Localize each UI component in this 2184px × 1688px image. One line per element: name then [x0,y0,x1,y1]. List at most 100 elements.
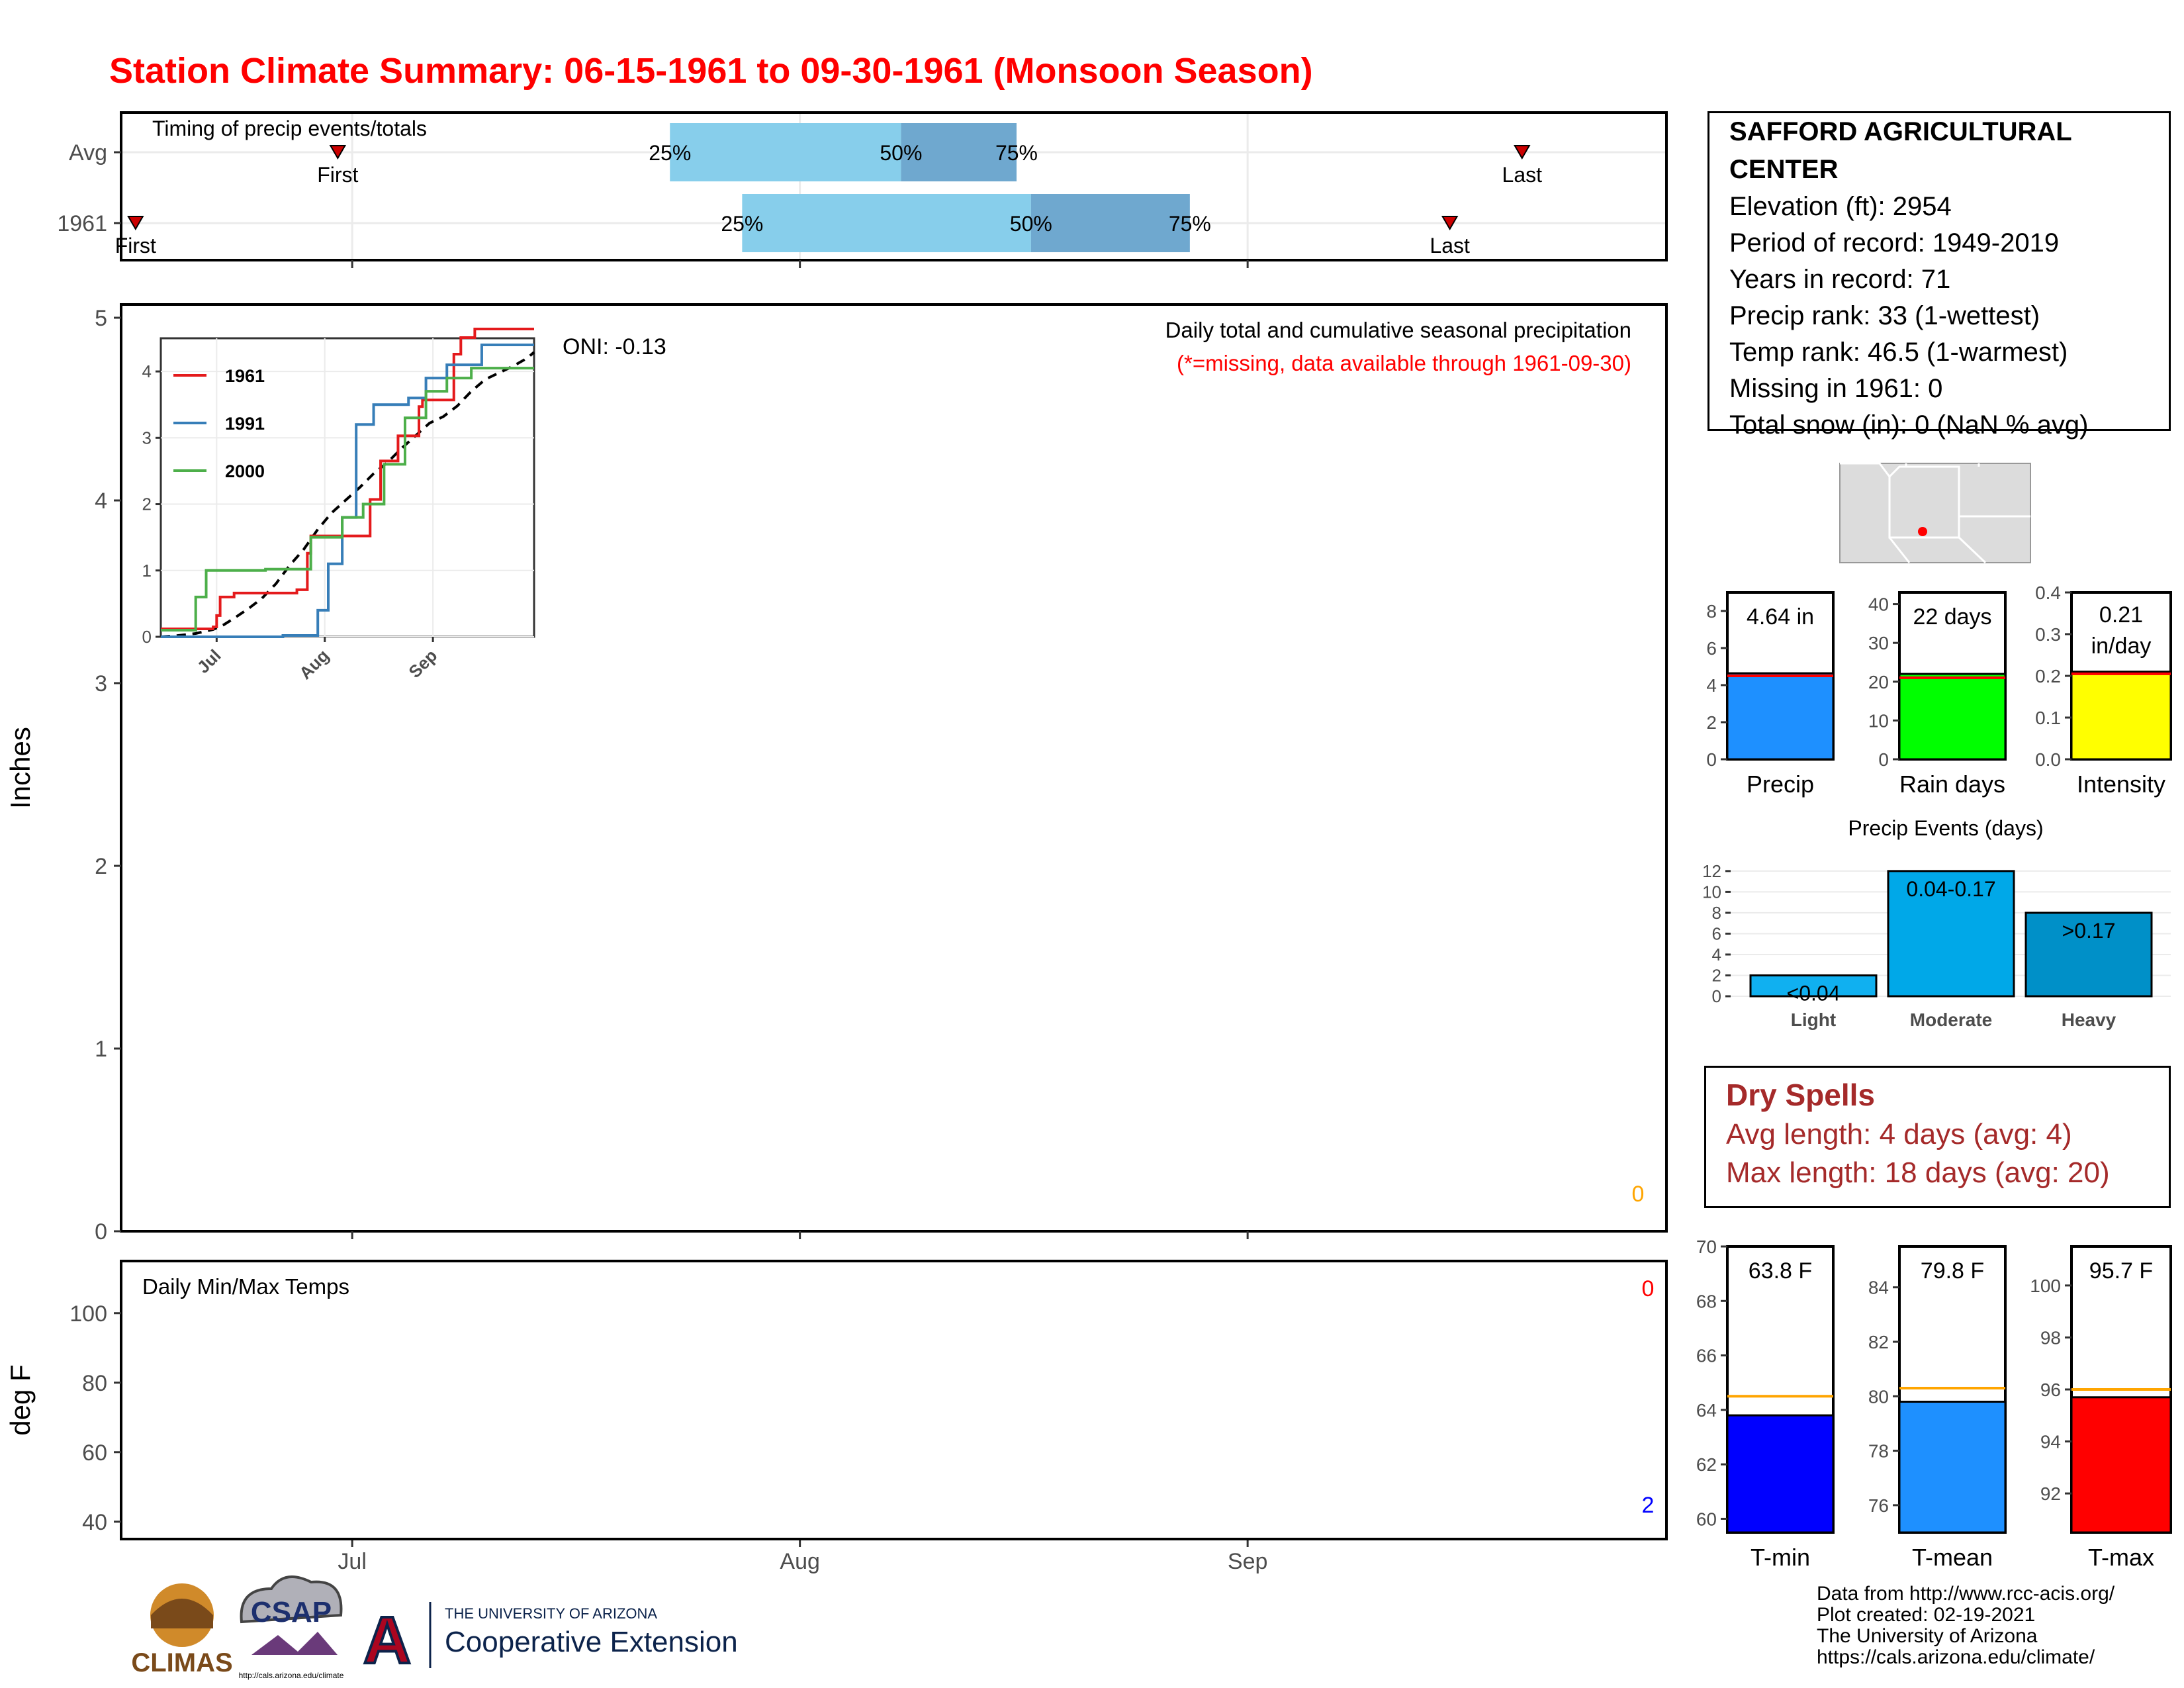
timing-panel: 25% 50% 75% First Last Avg 25% 50% 75% First Last 1… [57,111,1668,261]
tavg_mean-y-tick-label: 76 [1868,1495,1889,1516]
precip_total-bar [1726,672,1835,761]
inset-legend-label: 2000 [225,461,265,481]
timing-last-marker [1514,145,1531,160]
tavg_mean-y-tick-label: 78 [1868,1441,1889,1462]
ua-block-a-icon: A [363,1603,411,1677]
credit-plot-created: Plot created: 02-19-2021 [1817,1604,2036,1626]
precip_total-y-tick-label: 2 [1706,712,1717,733]
events-bar-label: 0.04-0.17 [1906,877,1995,901]
station-temp-rank: Temp rank: 46.5 (1-warmest) [1729,338,2068,367]
station-precip-rank: Precip rank: 33 (1-wettest) [1729,301,2040,330]
tmin_mean-category-label: T-min [1751,1544,1810,1571]
logos: CLIMAS CSAP http://cals.arizona.edu/clim… [131,1575,738,1680]
climas-logo: CLIMAS [131,1583,233,1677]
inset-frame [159,337,535,638]
tmax_mean-bar [2070,1396,2172,1534]
credit-url: https://cals.arizona.edu/climate/ [1817,1646,2095,1668]
precip_total-y-tick-label: 6 [1706,638,1717,659]
rain_days-value-label: 22 days [1913,604,1991,630]
station-years: Years in record: 71 [1729,265,1951,294]
inset-y-tick-label: 2 [142,494,152,514]
temp-y-tick-label: 40 [82,1510,107,1535]
missing-count-label: 0 [1632,1182,1645,1207]
precip-axis: 0 1 2 3 4 5 Jul Aug Sep [95,260,1267,1574]
precip_total-value-label: 4.64 in [1747,604,1814,630]
intensity-bar [2070,671,2172,761]
intensity-y-tick-label: 0.0 [2035,749,2061,770]
inset-series-line [161,344,534,638]
tmax_mean-value-label: 95.7 F [2089,1258,2153,1284]
tmin_mean-y-tick-label: 66 [1696,1346,1717,1366]
x-tick-label: Sep [1228,1549,1268,1574]
events-category-label: Moderate [1910,1009,1992,1030]
timing-quartile-25-50 [742,194,1031,252]
oni-label: ONI: -0.13 [563,334,666,359]
intensity-value-label: 0.21 [2099,602,2143,628]
tmin_mean-y-tick-label: 70 [1696,1237,1717,1257]
tavg_mean-category-label: T-mean [1912,1544,1993,1571]
dry-spells-max-length: Max length: 18 days (avg: 20) [1726,1156,2110,1189]
events-bar-label: >0.17 [2062,919,2116,943]
csap-logo: CSAP http://cals.arizona.edu/climate [239,1575,344,1680]
tmin_mean-y-tick-label: 62 [1696,1454,1717,1475]
timing-first-label: First [317,163,358,187]
rain_days-y-tick-label: 10 [1868,710,1889,731]
timing-last-marker [1441,216,1459,230]
inset-y-tick-label: 0 [142,627,152,647]
precip-y-tick-label: 5 [95,306,107,331]
precip-y-tick-label: 1 [95,1037,107,1062]
timing-row-label: 1961 [57,211,107,236]
intensity-y-tick-label: 0.2 [2035,666,2061,686]
timing-q75-label: 75% [995,141,1038,165]
timing-q75-label: 75% [1169,212,1211,236]
timing-last-label: Last [1430,234,1470,258]
temp-panel-frame [120,1260,1668,1540]
dry-spells-title: Dry Spells [1726,1078,1875,1112]
tmin_mean-y-tick-label: 64 [1696,1400,1717,1421]
precip_total-y-tick-label: 0 [1706,749,1717,770]
csap-url-text: http://cals.arizona.edu/climate [239,1671,344,1680]
map-state-borders [1840,462,2030,564]
timing-title: Timing of precip events/totals [152,117,427,140]
intensity-y-tick-label: 0.3 [2035,624,2061,645]
temp-y-tick-label: 100 [69,1301,107,1327]
events-category-label: Light [1791,1009,1836,1030]
timing-q25-label: 25% [649,141,691,165]
tmax_mean-category-label: T-max [2088,1544,2154,1571]
climas-logo-text: CLIMAS [131,1648,232,1677]
timing-quartile-50-75 [1030,194,1190,252]
precip-y-tick-label: 2 [95,854,107,879]
temp-axis: 40 60 80 100 [69,1301,121,1535]
tmin_mean-value-label: 63.8 F [1749,1258,1812,1284]
precip-chart-subtitle: (*=missing, data available through 1961-… [1177,351,1631,375]
precip-y-label: Inches [5,727,36,809]
inset-series-line [161,367,534,632]
precip-y-tick-label: 4 [95,489,107,514]
precip-y-tick-label: 0 [95,1219,107,1244]
precip-panel: 0 1 2 3 4 5 Jul Aug Sep Inches Daily total and c… [5,260,1668,1574]
tmin_mean-bar [1726,1414,1835,1534]
precip-y-tick-label: 3 [95,671,107,696]
page-title: Station Climate Summary: 06-15-1961 to 0… [109,51,1313,91]
max-count-label: 0 [1642,1276,1655,1301]
ua-logo-line1: THE UNIVERSITY OF ARIZONA [445,1605,657,1622]
temp-panel: 40 60 80 100 deg F Daily Min/Max Temps 0 2 [5,1260,1668,1540]
credit-university: The University of Arizona [1817,1625,2038,1647]
rain_days-bar [1898,673,2007,761]
timing-quartile-50-75 [901,123,1017,181]
ua-logo-line2: Cooperative Extension [445,1626,738,1658]
tavg_mean-y-tick-label: 80 [1868,1386,1889,1407]
climas-logo-mountain [151,1599,213,1628]
tavg_mean-bar [1898,1401,2007,1534]
inset-y-tick-label: 3 [142,428,152,447]
inset-series-line [161,327,534,630]
timing-first-marker [329,145,347,160]
precip-chart-title: Daily total and cumulative seasonal prec… [1165,318,1631,342]
ua-logo: A THE UNIVERSITY OF ARIZONA Cooperative … [362,1602,738,1679]
events-bar [1887,870,2015,998]
credit-data-source: Data from http://www.rcc-acis.org/ [1817,1583,2115,1605]
station-elevation: Elevation (ft): 2954 [1729,192,1952,221]
intensity-category-label: Intensity [2077,771,2165,798]
